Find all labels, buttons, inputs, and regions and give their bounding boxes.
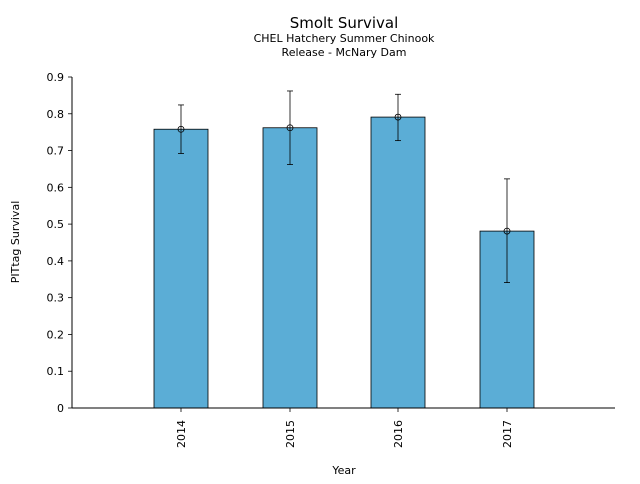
x-tick-label-2016: 2016: [392, 420, 405, 448]
point-marker-2015: [286, 124, 294, 132]
error-bars-group: [177, 90, 511, 283]
y-tick-label-0.5: 0.5: [47, 218, 65, 231]
x-axis-label: Year: [331, 464, 356, 477]
y-tick-label-0.3: 0.3: [47, 292, 65, 305]
bar-2015: [262, 127, 318, 409]
y-tick-label-0.2: 0.2: [47, 328, 65, 341]
y-tick-label-0: 0: [57, 402, 64, 415]
y-tick-label-0.6: 0.6: [47, 181, 65, 194]
y-tick-label-0.7: 0.7: [47, 145, 65, 158]
y-axis-label: PITtag Survival: [9, 201, 22, 283]
chart-title: Smolt Survival: [290, 14, 399, 32]
x-tick-label-2015: 2015: [284, 420, 297, 448]
y-tick-label-0.8: 0.8: [47, 108, 65, 121]
x-tick-label-2017: 2017: [501, 420, 514, 448]
point-marker-2014: [177, 125, 185, 133]
point-marker-2017: [503, 227, 511, 235]
y-tick-label-0.1: 0.1: [47, 365, 65, 378]
y-tick-label-0.4: 0.4: [47, 255, 65, 268]
chart-subtitle-line-1: CHEL Hatchery Summer Chinook: [254, 32, 435, 45]
bar-2014: [153, 128, 209, 409]
bar-2016: [370, 116, 426, 409]
axes-group: 2014 2015 2016 2017 0 0.1 0.2 0.3 0.4 0.5 0.6 0.7 0.…: [47, 71, 615, 448]
y-tick-label-0.9: 0.9: [47, 71, 65, 84]
point-marker-2016: [394, 113, 402, 121]
chart-subtitle-line-2: Release - McNary Dam: [282, 46, 407, 59]
bars-group: [153, 116, 535, 409]
x-tick-label-2014: 2014: [175, 420, 188, 448]
